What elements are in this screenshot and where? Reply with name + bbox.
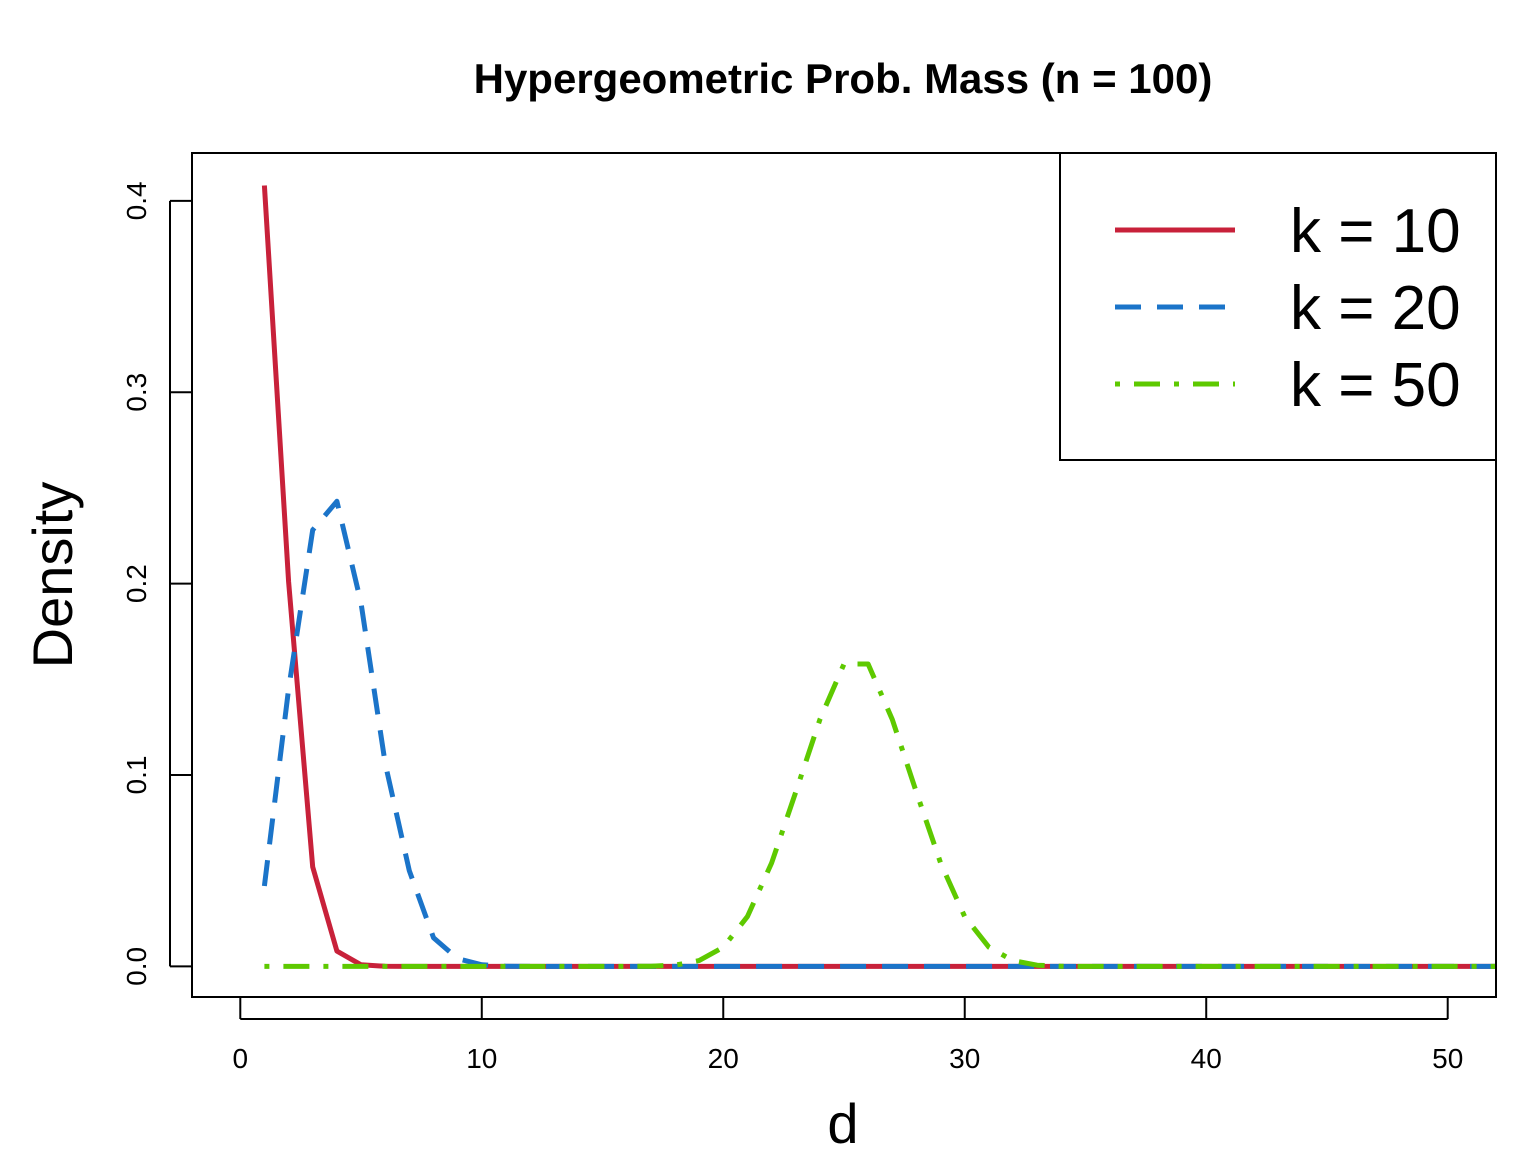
plot-frame bbox=[191, 152, 1497, 998]
y-axis: 0.0 0.1 0.2 0.3 0.4 bbox=[121, 181, 192, 986]
legend: k = 10 k = 20 k = 50 bbox=[1059, 152, 1497, 461]
y-tick-label: 0.1 bbox=[121, 756, 152, 795]
series-line-2 bbox=[261, 498, 1496, 969]
x-tick-label: 20 bbox=[708, 1043, 739, 1074]
x-tick-label: 50 bbox=[1432, 1043, 1463, 1074]
legend-label-2: k = 20 bbox=[1290, 274, 1461, 343]
x-axis: 0 10 20 30 40 50 bbox=[233, 997, 1463, 1074]
y-tick-label: 0.0 bbox=[121, 947, 152, 986]
legend-label-1: k = 10 bbox=[1290, 197, 1461, 266]
y-tick-label: 0.2 bbox=[121, 564, 152, 603]
x-axis-label: d bbox=[827, 1092, 858, 1152]
x-tick-label: 0 bbox=[233, 1043, 249, 1074]
y-axis-label: Density bbox=[21, 482, 84, 669]
legend-label-3: k = 50 bbox=[1290, 351, 1461, 420]
y-tick-label: 0.4 bbox=[121, 181, 152, 220]
series-line-3 bbox=[264, 661, 1496, 969]
series-lines bbox=[261, 185, 1496, 969]
x-tick-label: 30 bbox=[949, 1043, 980, 1074]
x-tick-label: 10 bbox=[466, 1043, 497, 1074]
x-tick-label: 40 bbox=[1191, 1043, 1222, 1074]
chart-title: Hypergeometric Prob. Mass (n = 100) bbox=[474, 55, 1213, 102]
y-tick-label: 0.3 bbox=[121, 373, 152, 412]
